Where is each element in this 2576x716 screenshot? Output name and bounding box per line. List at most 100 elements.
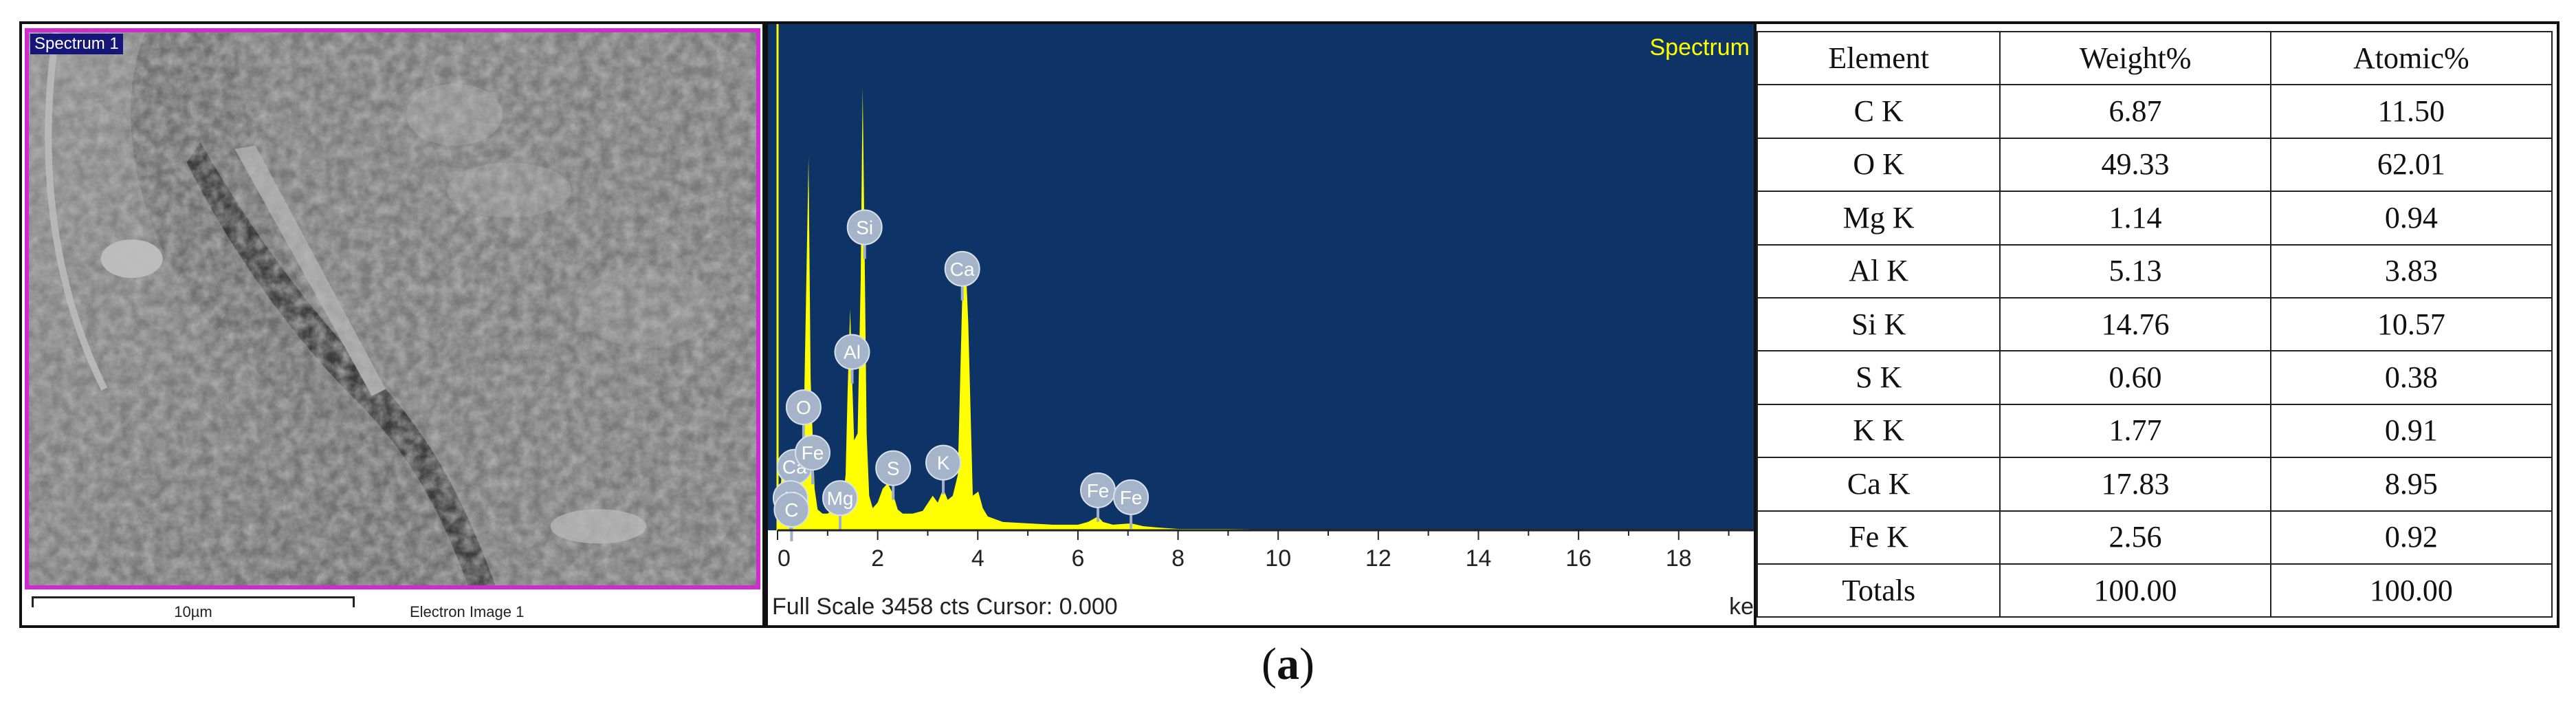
cell-atomic: 3.83 — [2269, 243, 2553, 299]
x-axis-tick-label: 12 — [1365, 545, 1391, 572]
sem-footer: 10µm Electron Image 1 — [25, 595, 760, 622]
header-weight: Weight% — [1999, 30, 2271, 86]
peak-label: S — [875, 450, 912, 500]
peak-label-text: K — [937, 453, 950, 474]
peak-label-text: Ca — [950, 259, 975, 280]
peak-label-bubble — [794, 435, 830, 471]
table-row: O K 49.33 62.01 — [1756, 137, 2553, 193]
figure-caption: (a) — [0, 638, 2576, 691]
spectrum-label: Spectrum 1 — [30, 34, 123, 54]
table-row: Fe K 2.56 0.92 — [1756, 510, 2553, 565]
eds-spectrum-chart: CaSiOFeCaKAlMgKCSFeFe Spectrum 024681012… — [768, 24, 1754, 620]
x-axis-tick-label: 4 — [971, 545, 984, 572]
peak-label-text: O — [796, 397, 811, 418]
spectrum-title: Spectrum — [1650, 34, 1750, 61]
cell-atomic: 11.50 — [2269, 84, 2553, 139]
cell-weight: 100.00 — [1999, 563, 2271, 618]
peak-label-bubble — [822, 480, 859, 517]
cell-element: Fe K — [1756, 510, 2001, 565]
caption-letter: a — [1277, 639, 1299, 689]
cell-element: Ca K — [1756, 457, 2001, 512]
electron-image-label: Electron Image 1 — [410, 603, 525, 620]
cell-weight: 2.56 — [1999, 510, 2271, 565]
cell-weight: 1.14 — [1999, 191, 2271, 246]
peak-label-text: Fe — [1120, 487, 1143, 508]
peak-label-bubble — [834, 334, 870, 370]
peak-label: Mg — [822, 480, 859, 530]
table-row: C K 6.87 11.50 — [1756, 84, 2553, 139]
cell-atomic: 0.92 — [2269, 510, 2553, 565]
header-atomic: Atomic% — [2269, 30, 2553, 86]
x-axis-tick-label: 6 — [1071, 545, 1084, 572]
peak-label: K — [925, 444, 962, 495]
cell-weight: 6.87 — [1999, 84, 2271, 139]
peak-label: Fe — [1113, 479, 1149, 529]
cell-weight: 1.77 — [1999, 403, 2271, 459]
peak-label-text: Al — [844, 342, 861, 363]
cell-weight: 49.33 — [1999, 137, 2271, 193]
x-axis-tick-label: 0 — [778, 545, 791, 572]
cell-element: S K — [1756, 350, 2001, 405]
table-row: S K 0.60 0.38 — [1756, 350, 2553, 405]
peak-label-text: C — [784, 499, 798, 521]
sem-electron-image: Spectrum 1 — [25, 28, 760, 589]
eds-spectrum-panel: CaSiOFeCaKAlMgKCSFeFe Spectrum 024681012… — [765, 21, 1757, 628]
cell-weight: 17.83 — [1999, 457, 2271, 512]
sem-micrograph — [29, 32, 756, 585]
spectrum-x-axis: 0 2 4 6 8 10 12 14 16 18 — [777, 529, 1754, 572]
peak-label-bubble — [925, 444, 962, 481]
table-row: Al K 5.13 3.83 — [1756, 243, 2553, 299]
cell-atomic: 0.91 — [2269, 403, 2553, 459]
caption-close-paren: ) — [1299, 639, 1314, 689]
cell-atomic: 100.00 — [2269, 563, 2553, 618]
sem-panel: Spectrum 1 10µm Electron Image 1 — [19, 21, 765, 628]
table-row: Si K 14.76 10.57 — [1756, 296, 2553, 352]
scale-bar — [32, 596, 355, 607]
peak-label: C — [773, 492, 810, 541]
x-axis-tick-label: 14 — [1466, 545, 1492, 572]
cell-atomic: 0.94 — [2269, 191, 2553, 246]
x-axis-tick-label: 16 — [1565, 545, 1592, 572]
peak-label-text: Fe — [1087, 480, 1110, 501]
peak-label-text: S — [887, 458, 900, 479]
peak-label-text: Si — [856, 217, 873, 238]
table-row: Ca K 17.83 8.95 — [1756, 457, 2553, 512]
header-element: Element — [1756, 30, 2001, 86]
peak-label-bubble — [944, 250, 980, 287]
table-row: Mg K 1.14 0.94 — [1756, 191, 2553, 246]
x-axis-tick-label: 2 — [871, 545, 884, 572]
peak-label: Fe — [794, 435, 830, 485]
cell-atomic: 0.38 — [2269, 350, 2553, 405]
peak-label-bubble — [785, 389, 822, 426]
peak-label: Al — [834, 334, 870, 384]
peak-label: Fe — [1080, 472, 1116, 522]
peak-label-bubble — [1113, 479, 1149, 515]
cell-element: Al K — [1756, 243, 2001, 299]
peak-label-bubble — [875, 450, 912, 486]
composition-table: Element Weight% Atomic% C K 6.87 11.50 O… — [1756, 30, 2553, 618]
cell-element: C K — [1756, 84, 2001, 139]
cell-element: K K — [1756, 403, 2001, 459]
peak-label-text: Mg — [827, 488, 854, 509]
x-axis-tick-label: 18 — [1666, 545, 1692, 572]
x-axis-tick-label: 10 — [1265, 545, 1291, 572]
peak-label: Ca — [944, 250, 980, 301]
peak-label-bubble — [773, 492, 810, 528]
cell-atomic: 62.01 — [2269, 137, 2553, 193]
caption-open-paren: ( — [1262, 639, 1277, 689]
table-row: K K 1.77 0.91 — [1756, 403, 2553, 459]
peak-label-bubble — [846, 209, 883, 246]
cell-element: Si K — [1756, 296, 2001, 352]
table-header-row: Element Weight% Atomic% — [1756, 30, 2553, 86]
cell-weight: 5.13 — [1999, 243, 2271, 299]
composition-table-panel: Element Weight% Atomic% C K 6.87 11.50 O… — [1756, 21, 2560, 628]
spectrum-background — [768, 24, 1754, 530]
peak-label: Si — [846, 209, 883, 259]
peak-label-text: Fe — [802, 442, 824, 464]
cell-weight: 14.76 — [1999, 296, 2271, 352]
table-row-totals: Totals 100.00 100.00 — [1756, 563, 2553, 618]
cell-weight: 0.60 — [1999, 350, 2271, 405]
cell-atomic: 8.95 — [2269, 457, 2553, 512]
cell-element: Totals — [1756, 563, 2001, 618]
x-axis-unit-label: ke — [1729, 594, 1754, 620]
